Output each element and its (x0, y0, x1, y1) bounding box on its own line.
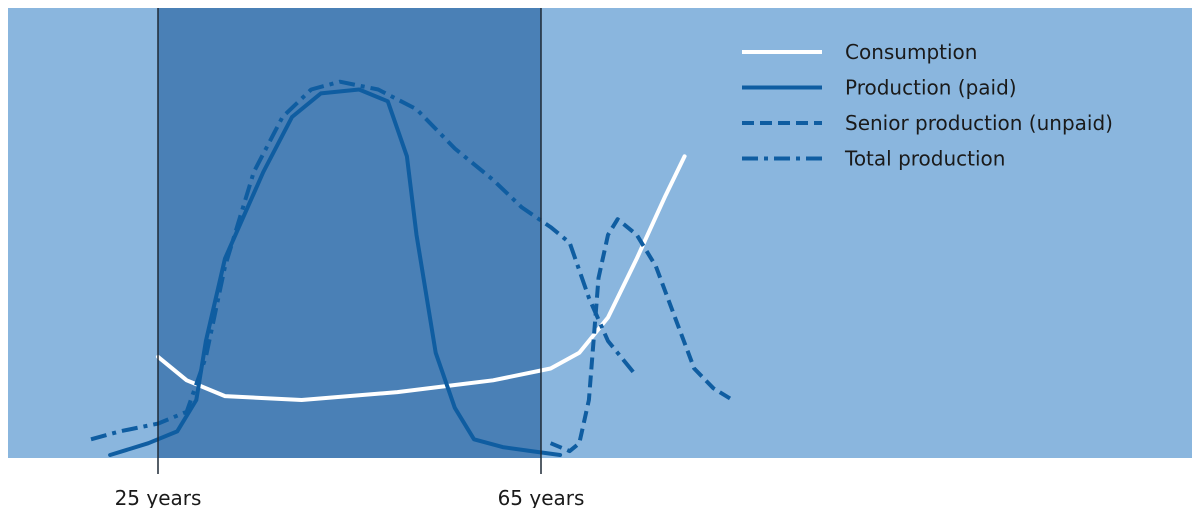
series-layer (90, 79, 734, 457)
legend-label: Total production (844, 147, 1005, 171)
x-tick-label: 25 years (115, 486, 202, 508)
series-line-production-paid (108, 87, 563, 457)
series-line-consumption (156, 154, 687, 402)
series-line-senior-production-unpaid (549, 217, 734, 454)
series-line-total-production (90, 79, 639, 442)
legend: Consumption Production (paid) Senior produ… (742, 40, 1113, 171)
x-axis-ticks: 25 years 65 years (115, 8, 585, 508)
legend-label: Consumption (845, 40, 977, 64)
legend-label: Senior production (unpaid) (845, 111, 1113, 135)
legend-label: Production (paid) (845, 76, 1017, 100)
x-tick-label: 65 years (498, 486, 585, 508)
